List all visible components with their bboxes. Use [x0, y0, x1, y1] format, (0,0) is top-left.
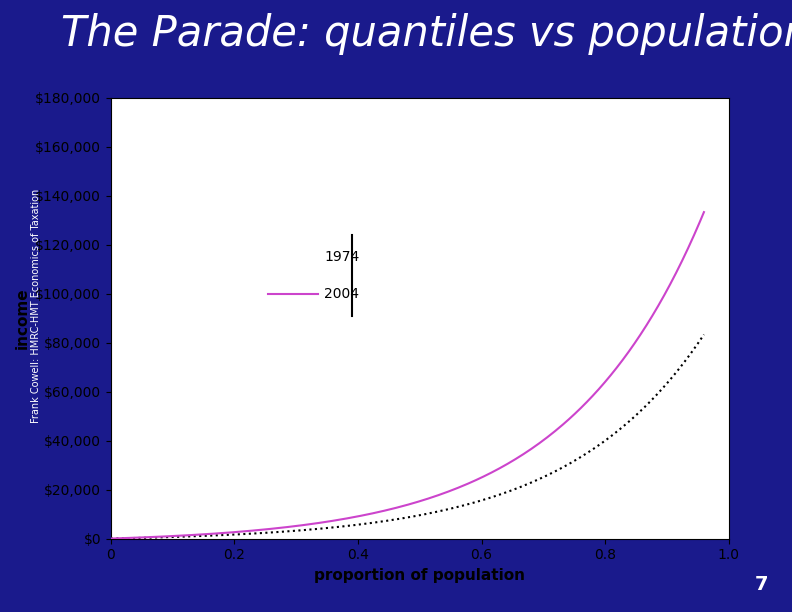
Text: 7: 7 [755, 575, 768, 594]
Text: The Parade: quantiles vs population: The Parade: quantiles vs population [61, 13, 792, 55]
X-axis label: proportion of population: proportion of population [314, 568, 525, 583]
Y-axis label: income: income [14, 288, 29, 349]
Text: Frank Cowell: HMRC-HMT Economics of Taxation: Frank Cowell: HMRC-HMT Economics of Taxa… [31, 189, 40, 423]
Text: 2004: 2004 [324, 287, 359, 300]
Text: 1974: 1974 [324, 250, 360, 264]
